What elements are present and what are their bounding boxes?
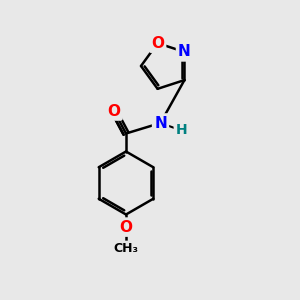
Text: O: O xyxy=(119,220,133,235)
Text: N: N xyxy=(178,44,191,59)
Text: CH₃: CH₃ xyxy=(113,242,139,256)
Text: N: N xyxy=(154,116,167,130)
Text: O: O xyxy=(151,36,164,51)
Text: H: H xyxy=(176,124,187,137)
Text: O: O xyxy=(107,103,121,118)
